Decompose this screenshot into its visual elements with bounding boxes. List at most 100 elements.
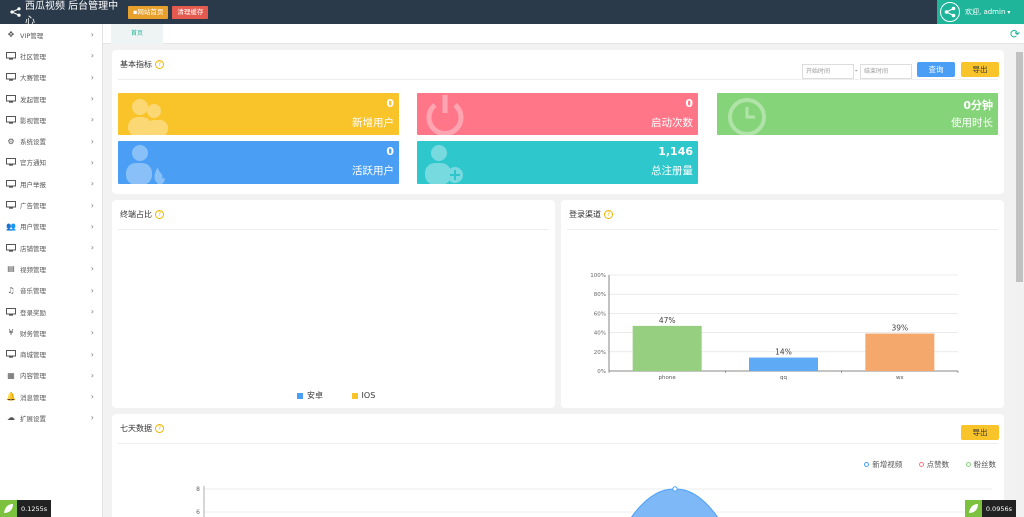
seven-days-panel: 七天数据? 导出 新增视频 点赞数 粉丝数 8 6 xyxy=(112,414,1004,517)
x-tick-label: phone xyxy=(659,375,677,381)
sidebar-item[interactable]: ✥ VIP管理 › xyxy=(0,24,102,45)
legend-label: 安卓 xyxy=(307,391,323,400)
music-icon: ♫ xyxy=(7,285,15,295)
sidebar-item-label: 大赛管理 xyxy=(20,74,46,83)
sidebar-item[interactable]: 店铺管理 › xyxy=(0,237,102,258)
query-button[interactable]: 查询 xyxy=(917,62,955,77)
sidebar-item[interactable]: 登录奖励 › xyxy=(0,301,102,322)
legend-item-new-videos[interactable]: 新增视频 xyxy=(864,460,902,469)
sidebar-item-label: 内容管理 xyxy=(20,372,46,381)
home-button[interactable]: ▪网站首页 xyxy=(128,5,169,19)
sidebar-item-label: 店铺管理 xyxy=(20,244,46,253)
export-button[interactable]: 导出 xyxy=(961,62,999,77)
timing-badge-right[interactable]: 0.0956s xyxy=(964,500,1016,517)
card-label: 使用时长 xyxy=(951,117,993,129)
refresh-icon[interactable]: ⟳ xyxy=(1009,27,1020,41)
login-channels-panel: 登录渠道? 0% 20% 40% 60% 80% 100% 47% phone 14% qq 39%… xyxy=(561,200,1004,408)
y-tick-label: 0% xyxy=(597,369,606,375)
sidebar-item-label: 音乐管理 xyxy=(20,287,46,296)
chevron-right-icon: › xyxy=(90,264,94,274)
scrollbar[interactable] xyxy=(1015,44,1024,517)
sidebar-item[interactable]: 👥 用户管理 › xyxy=(0,216,102,237)
bar-qq xyxy=(749,357,818,371)
sidebar-item[interactable]: ☁ 扩展设置 › xyxy=(0,407,102,428)
sidebar-item[interactable]: ▤ 视频管理 › xyxy=(0,258,102,279)
card-label: 总注册量 xyxy=(651,165,693,177)
data-label: 47% xyxy=(659,316,676,325)
panel-title: 登录渠道 xyxy=(569,210,601,219)
end-date-input[interactable]: 结束时间 xyxy=(860,64,912,79)
sidebar-item[interactable]: 社区管理 › xyxy=(0,45,102,66)
cloud-icon: ☁ xyxy=(7,413,15,423)
card-active-users: 0 活跃用户 xyxy=(118,141,399,184)
sidebar-item[interactable]: ▦ 内容管理 › xyxy=(0,365,102,386)
legend-swatch xyxy=(918,462,924,467)
legend-item-ios[interactable]: IOS xyxy=(351,391,376,400)
chevron-right-icon: › xyxy=(90,285,94,295)
help-icon[interactable]: ? xyxy=(155,60,164,69)
sidebar-item[interactable]: 大赛管理 › xyxy=(0,67,102,88)
legend-label: IOS xyxy=(361,391,376,400)
sidebar-item[interactable]: 用户举报 › xyxy=(0,173,102,194)
sidebar-item-label: VIP管理 xyxy=(20,31,44,40)
users-icon: 👥 xyxy=(6,221,16,231)
chevron-right-icon: › xyxy=(90,370,94,380)
chevron-right-icon: › xyxy=(90,328,94,338)
help-icon[interactable]: ? xyxy=(604,210,613,219)
tab-home[interactable]: 首页 xyxy=(111,24,163,44)
data-label: 14% xyxy=(775,348,792,357)
monitor-icon xyxy=(6,201,16,209)
y-tick-label: 60% xyxy=(594,311,606,317)
legend-swatch xyxy=(965,462,971,467)
legend-item-fans[interactable]: 粉丝数 xyxy=(965,460,996,469)
sidebar-item[interactable]: ♫ 音乐管理 › xyxy=(0,280,102,301)
help-icon[interactable]: ? xyxy=(155,210,164,219)
sidebar-item[interactable]: ⚙ 系统设置 › xyxy=(0,130,102,151)
scrollbar-thumb[interactable] xyxy=(1016,52,1023,282)
sidebar-item[interactable]: 官方通知 › xyxy=(0,152,102,173)
sidebar-item-label: 扩展设置 xyxy=(20,414,46,423)
sidebar-item[interactable]: ¥ 财务管理 › xyxy=(0,322,102,343)
sidebar-item-label: 官方通知 xyxy=(20,159,46,168)
start-date-input[interactable]: 开始时间 xyxy=(802,64,854,79)
user-add-icon xyxy=(425,145,463,184)
clock-icon xyxy=(728,98,766,135)
clear-cache-button[interactable]: 清理缓存 xyxy=(172,5,209,19)
sidebar-item[interactable]: 🔔 消息管理 › xyxy=(0,386,102,407)
export-button[interactable]: 导出 xyxy=(961,425,999,440)
seven-days-chart: 8 6 xyxy=(196,486,992,517)
monitor-icon xyxy=(6,307,16,316)
user-menu[interactable]: 欢迎, admin ▾ xyxy=(937,0,1024,24)
sidebar-item[interactable]: 商城管理 › xyxy=(0,343,102,364)
move-icon: ✥ xyxy=(7,30,15,40)
data-label: 39% xyxy=(891,324,908,333)
timing-badge-left[interactable]: 0.1255s xyxy=(0,500,52,517)
chevron-right-icon: › xyxy=(90,243,94,253)
legend-item-android[interactable]: 安卓 xyxy=(297,391,323,400)
legend-swatch xyxy=(864,462,870,467)
share-icon xyxy=(10,7,21,17)
panel-header: 基本指标? xyxy=(118,50,998,80)
sidebar-item[interactable]: 广告管理 › xyxy=(0,194,102,215)
chevron-right-icon: › xyxy=(90,136,94,146)
monitor-icon xyxy=(6,94,16,103)
help-icon[interactable]: ? xyxy=(155,424,164,433)
sidebar-item[interactable]: 影视管理 › xyxy=(0,109,102,130)
card-label: 新增用户 xyxy=(352,117,394,129)
legend-item-likes[interactable]: 点赞数 xyxy=(918,460,949,469)
avatar xyxy=(940,2,960,22)
brand[interactable]: 西瓜视频 后台管理中心 xyxy=(0,0,128,27)
tab-bar: 首页 ⟳ xyxy=(103,24,1024,44)
date-separator: - xyxy=(855,67,858,75)
sidebar-item-label: 财务管理 xyxy=(20,329,46,338)
leaf-icon xyxy=(964,500,982,517)
panel-header: 终端占比? xyxy=(118,200,549,230)
sidebar-item-label: 用户管理 xyxy=(20,223,46,232)
file-icon: ▤ xyxy=(7,264,15,274)
chevron-right-icon: › xyxy=(90,179,94,189)
card-value: 0 xyxy=(386,97,394,110)
y-tick-label: 40% xyxy=(594,331,606,337)
sidebar-item[interactable]: 发起管理 › xyxy=(0,88,102,109)
chevron-right-icon: › xyxy=(90,349,94,359)
chevron-right-icon: › xyxy=(90,157,94,167)
